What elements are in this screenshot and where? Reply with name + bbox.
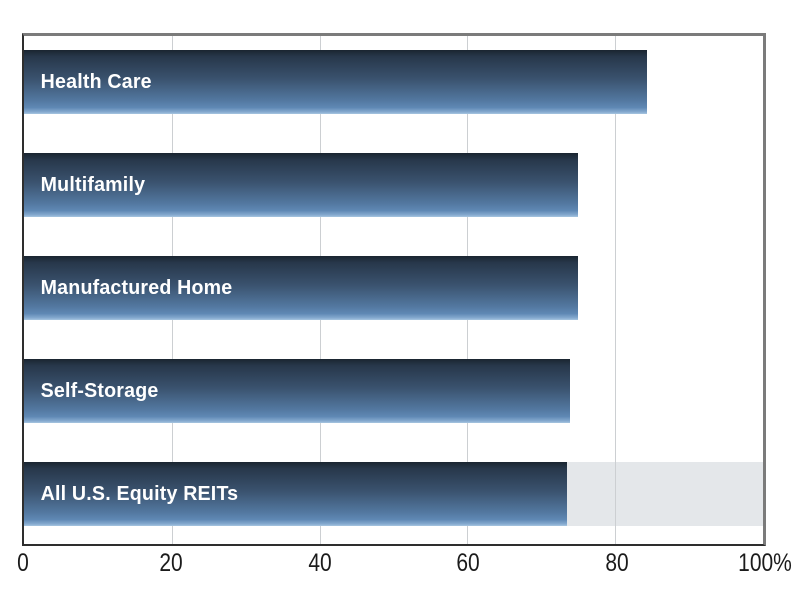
x-tick-label-60: 60 — [456, 549, 480, 577]
x-axis: 0 20 40 60 80 100% — [17, 549, 792, 579]
bar-label-multifamily: Multifamily — [40, 173, 146, 196]
bar-label-manufactured-home: Manufactured Home — [40, 276, 233, 299]
gridline-80 — [615, 36, 617, 544]
x-tick-label-0: 0 — [17, 549, 29, 577]
bar-all-u-s-equity-reits: All U.S. Equity REITs — [24, 462, 568, 526]
bar-multifamily: Multifamily — [24, 153, 579, 217]
x-tick-label-40: 40 — [308, 549, 332, 577]
x-tick-label-100: 100% — [738, 549, 792, 577]
plot-area: Health Care Multifamily Manufactured Home S… — [22, 33, 766, 546]
bar-health-care: Health Care — [24, 50, 647, 114]
x-tick-label-80: 80 — [604, 549, 629, 577]
x-tick-label-20: 20 — [159, 549, 184, 577]
bar-label-health-care: Health Care — [40, 70, 152, 93]
bar-self-storage: Self-Storage — [24, 359, 571, 423]
bar-manufactured-home: Manufactured Home — [24, 256, 578, 320]
bar-label-all-u-s-equity-reits: All U.S. Equity REITs — [40, 482, 239, 505]
bar-label-self-storage: Self-Storage — [40, 379, 159, 402]
